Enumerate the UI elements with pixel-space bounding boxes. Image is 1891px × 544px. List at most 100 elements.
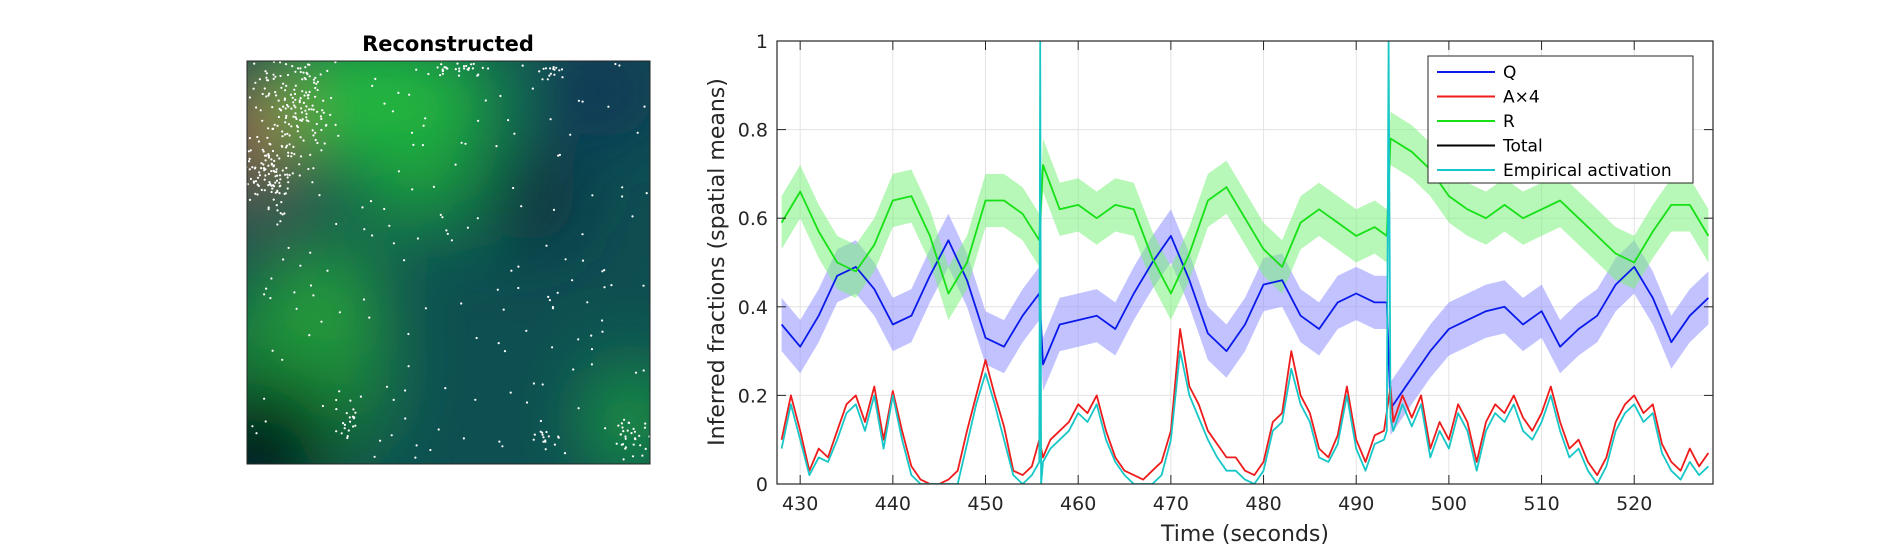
- spike-dot: [352, 425, 355, 428]
- spike-dot: [277, 99, 280, 102]
- spike-dot: [293, 153, 296, 156]
- spike-dot: [305, 71, 308, 74]
- spike-dot: [476, 217, 479, 220]
- spike-dot: [631, 215, 634, 218]
- spike-dot: [298, 101, 301, 104]
- spike-dot: [325, 123, 328, 127]
- series-line: [780, 41, 1710, 484]
- spike-dot: [284, 89, 287, 92]
- x-tick-label: 470: [1153, 493, 1189, 515]
- spike-dot: [604, 427, 607, 430]
- spike-dot: [248, 198, 252, 201]
- spike-dot: [286, 103, 289, 107]
- spike-dot: [294, 112, 297, 115]
- spike-dot: [369, 200, 373, 203]
- spike-dot: [309, 251, 312, 254]
- spike-dot: [581, 100, 584, 103]
- spike-dot: [532, 438, 535, 441]
- spike-dot: [275, 170, 278, 173]
- spike-dot: [507, 119, 510, 122]
- spike-dot: [454, 163, 457, 166]
- spike-dot: [293, 33, 295, 35]
- spike-dot: [266, 136, 269, 139]
- spike-dot: [633, 430, 637, 433]
- spike-dot: [551, 305, 555, 309]
- spike-dot: [294, 116, 297, 119]
- spike-dot: [322, 111, 325, 114]
- spike-dot: [556, 291, 559, 294]
- spike-dot: [281, 213, 284, 216]
- spike-dot: [465, 64, 468, 68]
- spike-dot: [291, 172, 294, 175]
- heatmap-title: Reconstructed: [362, 32, 534, 56]
- spike-dot: [311, 129, 314, 132]
- spike-dot: [305, 91, 308, 94]
- spike-dot: [373, 455, 376, 458]
- spike-dot: [288, 143, 291, 146]
- spike-dot: [274, 191, 277, 194]
- spike-dot: [410, 131, 414, 134]
- spike-dot: [265, 72, 268, 75]
- spike-dot: [547, 295, 550, 298]
- spike-dot: [432, 185, 435, 188]
- spike-dot: [281, 135, 284, 138]
- spike-dot: [306, 94, 309, 97]
- spike-dot: [269, 297, 272, 300]
- spike-dot: [359, 395, 362, 398]
- spike-dot: [247, 160, 251, 163]
- spike-dot: [258, 78, 261, 81]
- spike-dot: [316, 88, 319, 92]
- spike-dot: [267, 153, 270, 156]
- spike-dot: [287, 41, 289, 43]
- spike-dot: [290, 155, 293, 158]
- spike-dot: [603, 286, 606, 289]
- spike-dot: [503, 350, 507, 353]
- spike-dot: [445, 229, 448, 232]
- spike-dot: [403, 259, 406, 262]
- spike-dot: [298, 174, 301, 177]
- spike-dot: [284, 116, 288, 119]
- spike-dot: [294, 98, 297, 101]
- spike-dot: [253, 167, 256, 170]
- spike-dot: [446, 67, 449, 70]
- spike-dot: [314, 76, 317, 79]
- legend-label: R: [1503, 112, 1515, 132]
- spike-dot: [441, 69, 444, 73]
- spike-dot: [278, 107, 281, 110]
- spike-dot: [287, 181, 290, 184]
- spike-dot: [285, 84, 288, 87]
- spike-dot: [414, 456, 417, 459]
- spike-dot: [305, 105, 308, 108]
- spike-dot: [586, 301, 589, 304]
- spike-dot: [342, 422, 345, 425]
- band-r: [781, 111, 1709, 321]
- spike-dot: [456, 62, 459, 65]
- spike-dot: [249, 177, 252, 180]
- spike-dot: [307, 120, 310, 123]
- y-tick-label: 0: [756, 474, 768, 496]
- x-ticks: 430 440 450 460 470 480 490 500 510 520: [782, 41, 1652, 515]
- spike-dot: [542, 440, 545, 443]
- spike-dot: [299, 97, 302, 100]
- spike-dot: [276, 124, 279, 127]
- spike-dot: [293, 88, 296, 91]
- legend: Q A×4 R Total Empirical activation: [1427, 55, 1694, 184]
- spike-dot: [569, 133, 572, 136]
- spike-dot: [257, 140, 260, 143]
- spike-dot: [267, 184, 270, 187]
- spike-dot: [383, 207, 386, 211]
- spike-dot: [630, 432, 633, 435]
- spike-dot: [265, 76, 268, 79]
- spike-dot: [457, 74, 461, 77]
- spike-dot: [542, 67, 545, 70]
- spike-dot: [283, 54, 285, 56]
- spike-dot: [295, 307, 298, 310]
- y-axis-label: Inferred fractions (spatial means): [705, 78, 730, 446]
- spike-dot: [262, 150, 265, 153]
- spike-dot: [544, 440, 547, 443]
- plot-frame: [776, 40, 1714, 485]
- spike-dot: [254, 180, 258, 183]
- spike-dot: [290, 152, 293, 155]
- spike-dot: [397, 170, 400, 173]
- spike-dot: [590, 363, 594, 366]
